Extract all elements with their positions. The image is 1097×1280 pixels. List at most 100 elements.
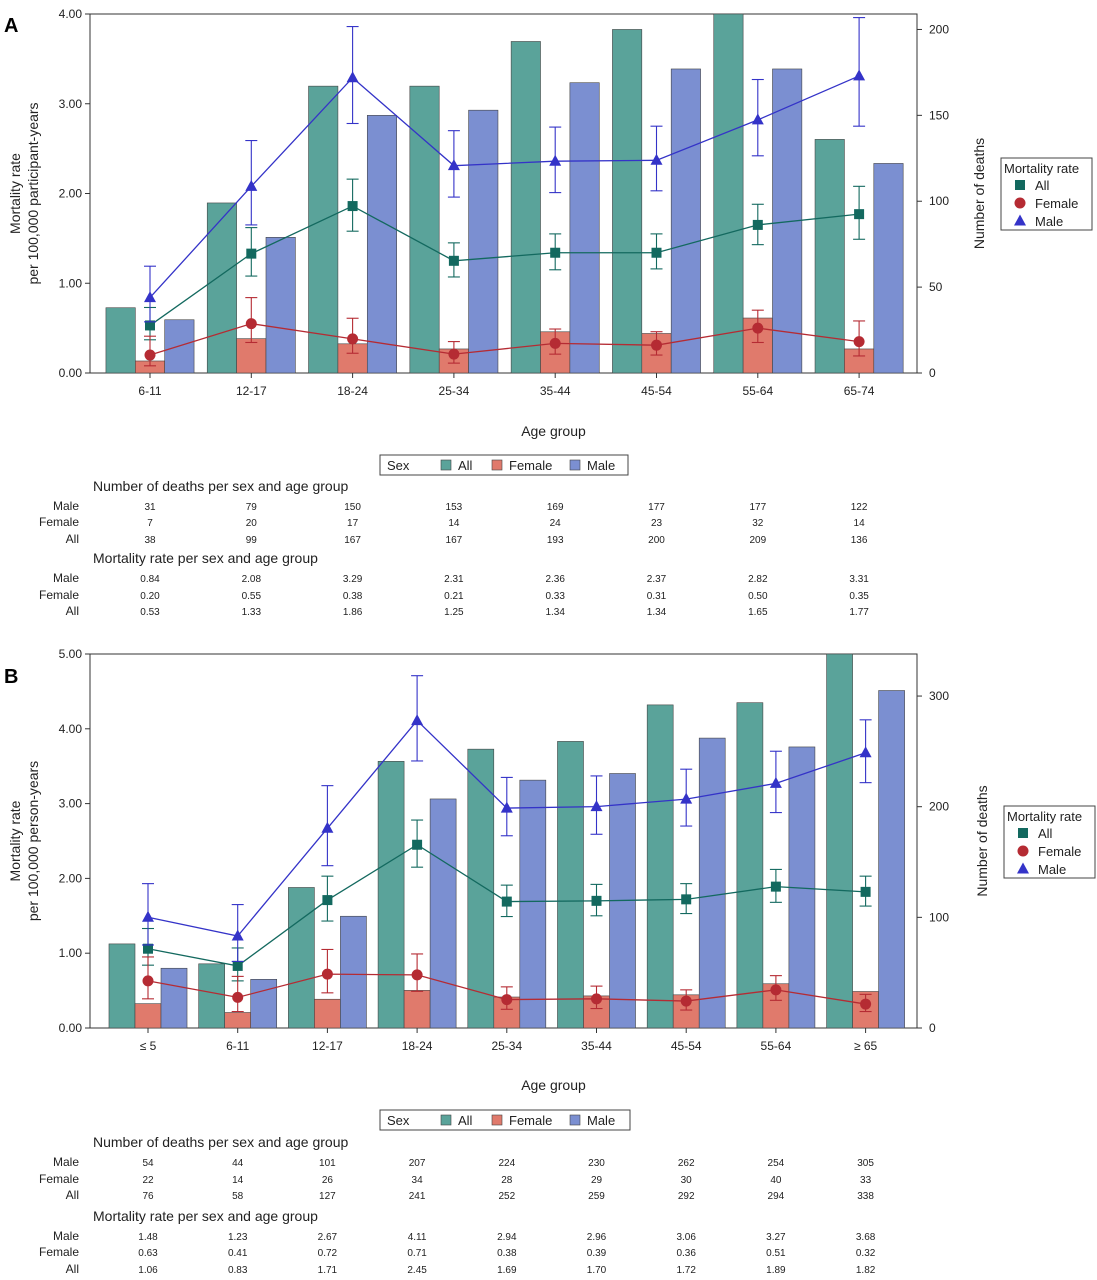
table-row-label: All (66, 604, 79, 618)
sex-legend: Sex All Female Male (380, 455, 628, 475)
table-cell: 1.72 (676, 1265, 696, 1276)
legend-marker-all (1018, 828, 1028, 838)
table-cell: 1.70 (587, 1265, 607, 1276)
bar-all (309, 86, 338, 373)
data-point-all (652, 248, 662, 258)
chart-panel-b: B0.001.002.003.004.005.000100200300≤ 5 6-… (4, 647, 1095, 1276)
y2-axis-label: Number of deaths (974, 785, 990, 896)
bar-female (225, 1013, 251, 1028)
data-table-table_deaths: Number of deaths per sex and age groupMa… (39, 478, 868, 546)
table-cell: 3.31 (849, 574, 869, 585)
table-cell: 4.11 (408, 1232, 427, 1243)
table-cell: 1.23 (228, 1232, 248, 1243)
y-tick-label: 3.00 (59, 797, 83, 811)
data-point-female (860, 999, 871, 1010)
y-tick-label: 2.00 (59, 871, 83, 885)
legend-title: Mortality rate (1004, 161, 1079, 176)
table-row-label: Female (39, 1245, 79, 1259)
table-cell: 3.29 (343, 574, 363, 585)
table-cell: 0.53 (140, 607, 160, 618)
data-point-all (854, 209, 864, 219)
x-tick-label: 55-64 (742, 384, 773, 398)
table-cell: 14 (854, 518, 866, 529)
x-tick-label: 25-34 (491, 1039, 522, 1053)
bar-all (827, 654, 853, 1028)
bar-all (207, 203, 236, 373)
mortality-figure: A0.001.002.003.004.000501001502006-11 12-… (0, 0, 1097, 1280)
data-point-all (449, 256, 459, 266)
x-tick-label: 18-24 (402, 1039, 433, 1053)
table-row-label: Male (53, 499, 79, 513)
table-cell: 136 (851, 535, 868, 546)
bar-male (520, 780, 546, 1028)
table-cell: 17 (347, 518, 359, 529)
data-point-female (651, 340, 662, 351)
legend-label: Female (1035, 196, 1078, 211)
table-cell: 32 (752, 518, 764, 529)
bar-all (737, 703, 763, 1028)
table-row-label: Male (53, 1155, 79, 1169)
table-cell: 28 (501, 1175, 513, 1186)
table-cell: 40 (770, 1175, 782, 1186)
legend-label: All (1035, 178, 1050, 193)
sex-legend-title: Sex (387, 458, 410, 473)
data-point-all (550, 248, 560, 258)
bar-all (647, 705, 673, 1028)
bar-all (106, 308, 135, 373)
bar-all (612, 29, 641, 373)
y2-tick-label: 150 (929, 108, 949, 122)
y-tick-label: 4.00 (59, 7, 83, 21)
data-point-female (448, 349, 459, 360)
table-cell: 254 (768, 1158, 785, 1169)
y-axis-label-line: Mortality rate (7, 800, 23, 881)
table-cell: 0.36 (676, 1248, 696, 1259)
bar-male (699, 738, 725, 1028)
table-cell: 338 (857, 1191, 874, 1202)
table-cell: 0.41 (228, 1248, 248, 1259)
table-cell: 193 (547, 535, 564, 546)
x-tick-label: 35-44 (540, 384, 571, 398)
bar-male (251, 979, 277, 1028)
table-cell: 207 (409, 1158, 426, 1169)
table-cell: 0.33 (545, 591, 565, 602)
table-cell: 209 (749, 535, 766, 546)
table-cell: 3.27 (766, 1232, 786, 1243)
table-cell: 230 (588, 1158, 605, 1169)
sex-legend-label: All (458, 458, 473, 473)
table-row-label: Female (39, 1172, 79, 1186)
sex-legend: Sex All Female Male (380, 1110, 630, 1130)
data-table-table_rates: Mortality rate per sex and age groupMale… (39, 1208, 876, 1276)
data-point-female (232, 992, 243, 1003)
table-cell: 0.51 (766, 1248, 786, 1259)
sex-legend-label: Female (509, 1113, 552, 1128)
sex-legend-label: Male (587, 1113, 615, 1128)
data-table-table_rates: Mortality rate per sex and age groupMale… (39, 550, 869, 618)
sex-legend-swatch-all (441, 1115, 451, 1125)
sex-legend-title: Sex (387, 1113, 410, 1128)
data-point-all (592, 896, 602, 906)
bar-female (404, 990, 430, 1028)
table-cell: 0.71 (407, 1248, 427, 1259)
table-cell: 167 (344, 535, 361, 546)
table-cell: 79 (246, 502, 258, 513)
table-cell: 127 (319, 1191, 336, 1202)
data-point-all (412, 840, 422, 850)
data-point-all (771, 882, 781, 892)
table-cell: 1.33 (242, 607, 262, 618)
table-title: Mortality rate per sex and age group (93, 550, 318, 566)
table-cell: 1.77 (849, 607, 869, 618)
table-cell: 76 (142, 1191, 154, 1202)
bar-male (570, 83, 599, 373)
bar-all (410, 86, 439, 373)
data-table-table_deaths: Number of deaths per sex and age groupMa… (39, 1134, 874, 1202)
bar-male (161, 968, 187, 1028)
data-point-female (145, 350, 156, 361)
table-cell: 177 (648, 502, 665, 513)
table-cell: 167 (446, 535, 463, 546)
bar-male (266, 237, 295, 373)
y2-tick-label: 100 (929, 194, 949, 208)
x-tick-label: 65-74 (844, 384, 875, 398)
data-point-all (322, 895, 332, 905)
y2-tick-label: 50 (929, 280, 943, 294)
table-cell: 22 (142, 1175, 154, 1186)
